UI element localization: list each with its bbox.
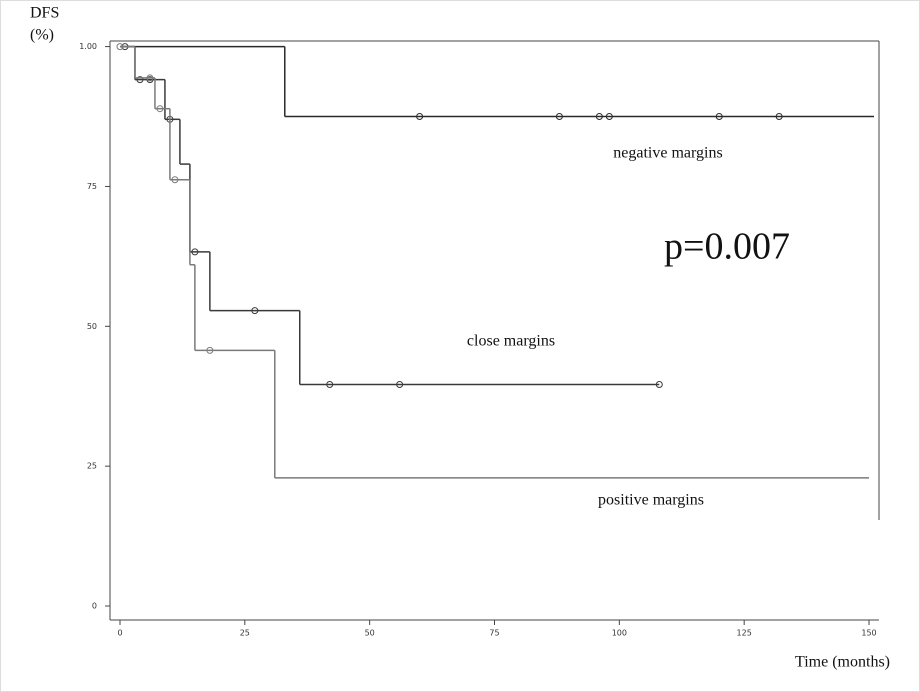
- censor-mark: [416, 113, 424, 121]
- y-tick-label: 50: [87, 322, 97, 331]
- censor-mark: [206, 346, 214, 354]
- series-label: close margins: [467, 333, 555, 350]
- x-tick-label: 100: [612, 629, 627, 638]
- censor-mark: [595, 113, 603, 121]
- y-tick-label: 1.00: [79, 42, 97, 51]
- censor-mark: [136, 76, 144, 84]
- x-tick-label: 150: [861, 629, 876, 638]
- censor-mark: [146, 74, 154, 82]
- censor-mark: [171, 176, 179, 184]
- censor-mark: [396, 380, 404, 388]
- censor-mark: [251, 307, 259, 315]
- y-label: DFS: [30, 5, 59, 22]
- x-tick-label: 25: [240, 629, 250, 638]
- censor-mark: [555, 113, 563, 121]
- x-tick-label: 50: [365, 629, 375, 638]
- censor-mark: [191, 248, 199, 256]
- censor-mark: [116, 43, 124, 51]
- censor-mark: [655, 380, 663, 388]
- series-label: negative margins: [613, 145, 722, 162]
- x-tick-label: 75: [489, 629, 499, 638]
- censor-mark: [605, 113, 613, 121]
- y-tick-label: 25: [87, 462, 97, 471]
- series-label: positive margins: [598, 492, 704, 509]
- censor-mark: [775, 113, 783, 121]
- censor-mark: [156, 105, 164, 113]
- x-tick-label: 0: [117, 629, 122, 638]
- y-label: (%): [30, 27, 54, 44]
- p-value: p=0.007: [664, 226, 790, 268]
- x-label: Time (months): [795, 654, 890, 671]
- censor-mark: [326, 380, 334, 388]
- y-tick-label: 75: [87, 182, 97, 191]
- x-tick-label: 125: [737, 629, 752, 638]
- y-tick-label: 0: [92, 602, 97, 611]
- censor-mark: [715, 113, 723, 121]
